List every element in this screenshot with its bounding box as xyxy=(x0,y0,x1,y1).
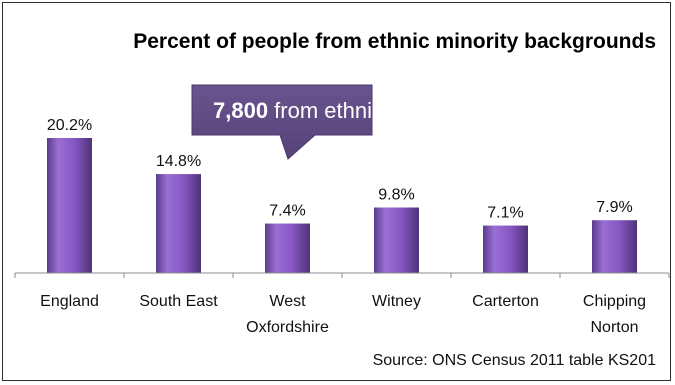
value-label: 7.4% xyxy=(269,203,305,220)
value-label: 7.9% xyxy=(596,199,632,216)
category-label: Witney xyxy=(372,293,421,310)
category-label: Chipping Norton xyxy=(583,293,646,336)
bar-west-oxfordshire xyxy=(265,223,310,273)
callout-box: 7,800 from ethnic minorities xyxy=(191,84,483,160)
chart-frame: Percent of people from ethnic minority b… xyxy=(2,2,671,381)
callout-label: from ethnic minorities xyxy=(268,98,483,123)
bar-carterton xyxy=(483,225,528,273)
category-labels-group: England South East West Oxfordshire Witney Ca… xyxy=(40,293,646,336)
value-labels-group: 20.2% 14.8% 7.4% 9.8% 7.1% 7.9% xyxy=(47,117,633,222)
category-label: England xyxy=(40,293,99,310)
value-label: 20.2% xyxy=(47,117,92,134)
bar-south-east xyxy=(156,174,201,273)
category-label: South East xyxy=(139,293,218,310)
bars-group xyxy=(47,138,637,273)
bar-england xyxy=(47,138,92,273)
callout-shape xyxy=(191,84,373,160)
source-note: Source: ONS Census 2011 table KS201 xyxy=(373,352,657,369)
bar-chart: Percent of people from ethnic minority b… xyxy=(14,30,670,369)
value-label: 7.1% xyxy=(487,205,523,222)
category-label: Carterton xyxy=(472,293,539,310)
category-label: West Oxfordshire xyxy=(246,293,329,336)
chart-title: Percent of people from ethnic minority b… xyxy=(133,30,656,53)
value-label: 14.8% xyxy=(156,153,201,170)
bar-chipping-norton xyxy=(592,220,637,273)
x-axis-ticks xyxy=(14,273,670,278)
callout-text: 7,800 from ethnic minorities xyxy=(213,98,483,123)
callout-emphasis: 7,800 xyxy=(213,98,268,123)
value-label: 9.8% xyxy=(378,187,414,204)
bar-witney xyxy=(374,207,419,273)
